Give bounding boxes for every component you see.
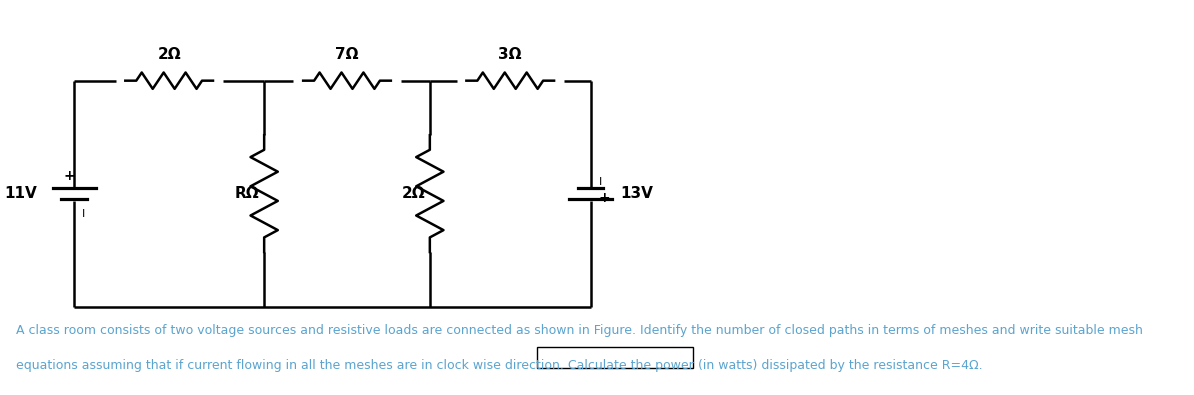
FancyBboxPatch shape — [537, 347, 693, 368]
Text: equations assuming that if current flowing in all the meshes are in clock wise d: equations assuming that if current flowi… — [16, 359, 694, 372]
Text: 2Ω: 2Ω — [158, 47, 181, 62]
Text: A class room consists of two voltage sources and resistive loads are connected a: A class room consists of two voltage sou… — [16, 324, 1143, 337]
Text: +: + — [63, 169, 75, 183]
Text: I: I — [82, 209, 85, 219]
Text: 11V: 11V — [5, 186, 37, 201]
Text: +: + — [598, 191, 610, 205]
Text: 2Ω: 2Ω — [401, 186, 425, 201]
Text: 13V: 13V — [620, 186, 653, 201]
Text: 7Ω: 7Ω — [336, 47, 358, 62]
Text: (in watts) dissipated by the resistance R=4Ω.: (in watts) dissipated by the resistance … — [697, 359, 983, 372]
Text: 3Ω: 3Ω — [498, 47, 522, 62]
Text: I: I — [598, 177, 602, 186]
Text: RΩ: RΩ — [235, 186, 259, 201]
